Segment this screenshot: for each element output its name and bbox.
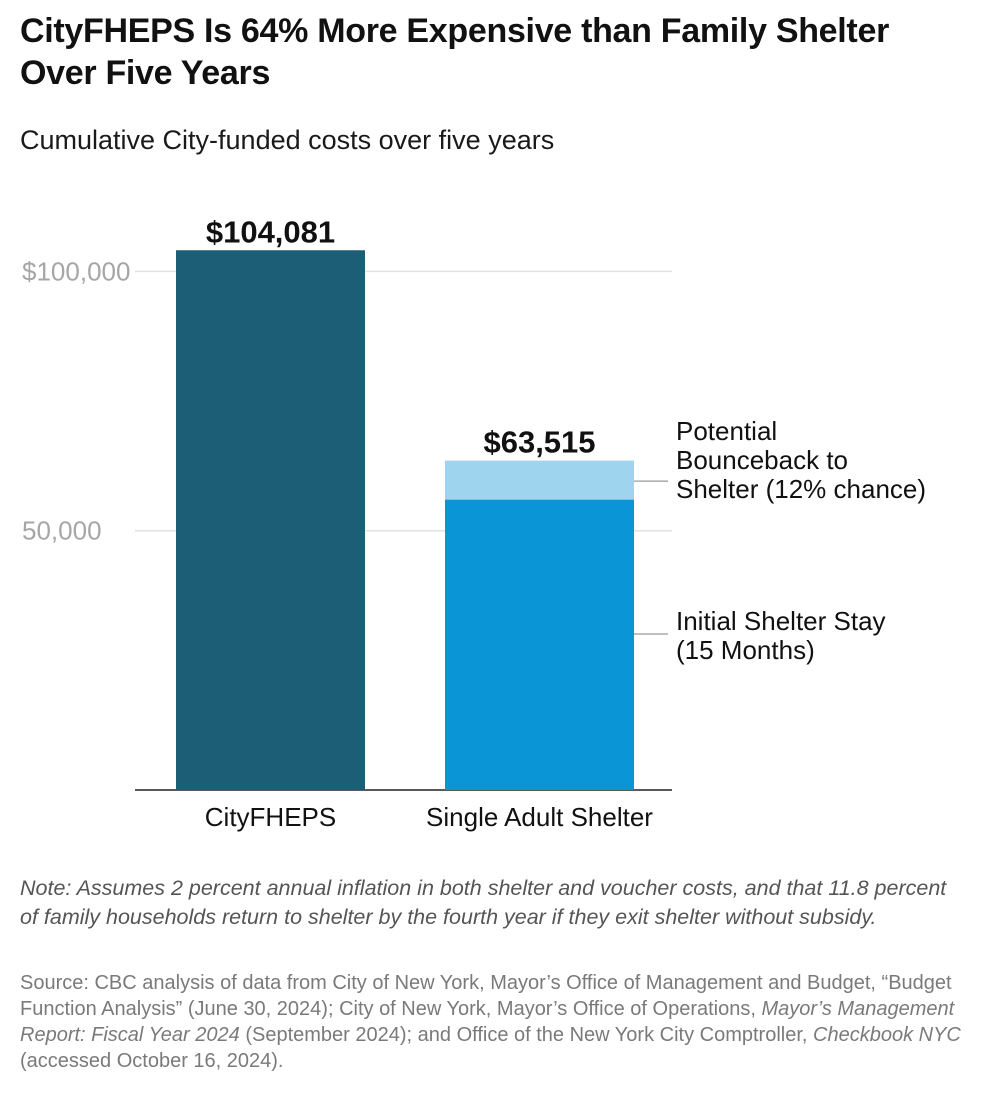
source-site-title: Checkbook NYC	[813, 1024, 961, 1046]
chart-note: Note: Assumes 2 percent annual inflation…	[20, 876, 947, 929]
x-tick-label: CityFHEPS	[205, 802, 336, 832]
source-prefix: Source: CBC analysis of data from City o…	[20, 972, 952, 1020]
y-tick-label: $100,000	[22, 256, 130, 286]
bar-total-label: $104,081	[206, 214, 335, 249]
chart-source: Source: CBC analysis of data from City o…	[20, 970, 966, 1074]
bar-segment	[445, 499, 634, 790]
segment-label: Initial Shelter Stay	[676, 606, 886, 636]
segment-label: Bounceback to	[676, 445, 848, 475]
source-suffix: (accessed October 16, 2024).	[20, 1050, 284, 1072]
bar-segment	[445, 460, 634, 500]
segment-label: (15 Months)	[676, 635, 815, 665]
x-tick-label: Single Adult Shelter	[426, 802, 653, 832]
chart-subtitle: Cumulative City-funded costs over five y…	[20, 125, 555, 155]
source-report-title: Mayor’s Management Report: Fiscal Year 2…	[20, 998, 955, 1046]
bar-segment	[176, 250, 365, 790]
chart-title: CityFHEPS Is 64% More Expensive than Fam…	[20, 12, 889, 92]
y-tick-label: 50,000	[22, 516, 102, 546]
segment-label: Potential	[676, 416, 777, 446]
bar-total-label: $63,515	[483, 425, 595, 460]
source-middle: (September 2024); and Office of the New …	[239, 1024, 814, 1046]
bars	[176, 250, 634, 790]
labels: 50,000 $100,000 CityFHEPS Single Adult Shel…	[22, 214, 926, 832]
segment-label: Shelter (12% chance)	[676, 474, 926, 504]
bar-chart: 50,000 $100,000 CityFHEPS Single Adult Shel…	[22, 214, 926, 832]
